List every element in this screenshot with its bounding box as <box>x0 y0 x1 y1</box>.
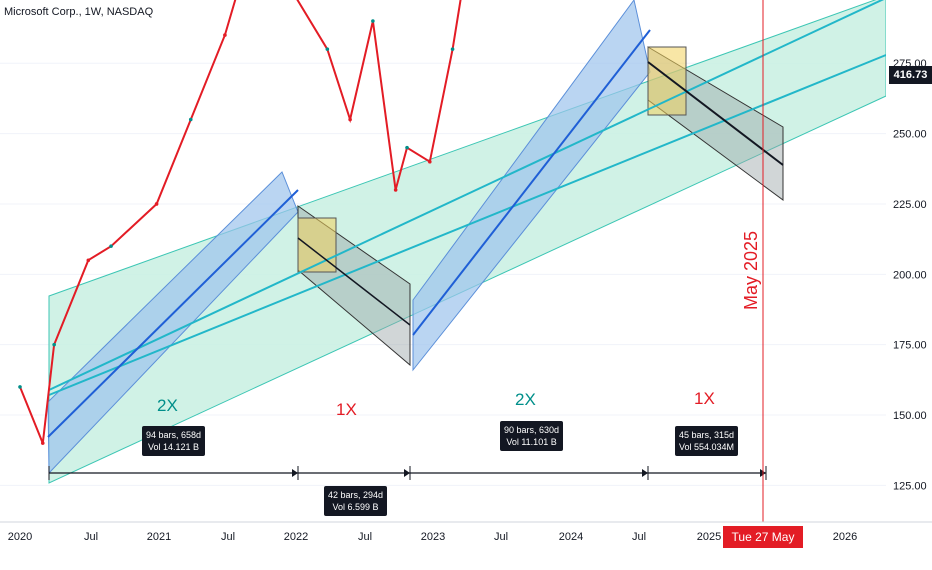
price-point <box>371 19 375 23</box>
current-price-badge: 416.73 <box>889 66 932 84</box>
trend-line <box>412 29 651 336</box>
y-tick-label: 250.00 <box>893 129 927 141</box>
price-point <box>18 385 22 389</box>
trend-line <box>647 61 784 166</box>
measure-vol: Vol 6.599 B <box>332 502 379 512</box>
price-point <box>40 441 45 445</box>
y-tick-label: 175.00 <box>893 340 927 352</box>
crosshair-date-badge: Tue 27 May '25 <box>723 526 803 566</box>
trend-line <box>47 189 299 438</box>
date-vline-label: May 2025 <box>741 231 761 310</box>
ratio-label: 2X <box>157 396 178 415</box>
measure-box: 94 bars, 658d Vol 14.121 B <box>142 426 206 456</box>
x-tick-label: Jul <box>221 531 235 543</box>
x-tick-label: Jul <box>494 531 508 543</box>
x-tick-label: 2025 <box>697 531 721 543</box>
measure-bars: 90 bars, 630d <box>504 425 560 435</box>
price-point <box>154 202 159 206</box>
channel-midline <box>48 0 885 391</box>
ratio-label: 1X <box>336 400 357 419</box>
measure-arrow <box>292 469 298 477</box>
x-tick-label: 2024 <box>559 531 583 543</box>
measure-vol: Vol 11.101 B <box>506 437 557 447</box>
trend-line <box>297 237 411 326</box>
price-point <box>428 159 432 164</box>
price-point <box>86 258 91 263</box>
price-point <box>450 47 455 51</box>
x-tick-label: 2026 <box>833 531 857 543</box>
measure-vol: Vol 554.034M <box>679 442 735 452</box>
measure-box: 42 bars, 294d Vol 6.599 B <box>324 486 388 516</box>
chart-title: Microsoft Corp., 1W, NASDAQ <box>4 6 154 18</box>
measure-bars: 45 bars, 315d <box>679 430 735 440</box>
price-point <box>393 188 398 192</box>
measure-arrow <box>404 469 410 477</box>
measure-box: 90 bars, 630d Vol 11.101 B <box>500 421 564 451</box>
x-tick-label: Jul <box>632 531 646 543</box>
x-tick-label: 2023 <box>421 531 445 543</box>
price-point <box>52 342 56 347</box>
x-tick-label: 2021 <box>147 531 171 543</box>
measure-bars: 42 bars, 294d <box>328 490 384 500</box>
price-chart: May 2025 125.00 150.00 175.00 200.00 225.00 25… <box>0 0 932 543</box>
measure-arrow <box>642 469 648 477</box>
measure-bars: 94 bars, 658d <box>146 430 202 440</box>
measure-vol: Vol 14.121 B <box>148 442 200 452</box>
ratio-label: 2X <box>515 390 536 409</box>
y-tick-label: 225.00 <box>893 199 927 211</box>
ratio-label: 1X <box>694 389 715 408</box>
measure-box: 45 bars, 315d Vol 554.034M <box>675 426 739 456</box>
channel-midline <box>48 54 887 396</box>
price-axis <box>886 0 932 522</box>
x-tick-label: 2020 <box>8 531 32 543</box>
x-tick-label: Jul <box>84 531 98 543</box>
price-point <box>188 117 193 122</box>
price-point <box>348 117 352 122</box>
price-line <box>19 0 462 444</box>
price-point <box>405 145 409 150</box>
price-point <box>223 33 227 37</box>
consolidation-box <box>647 46 687 116</box>
x-tick-label: Jul <box>358 531 372 543</box>
x-tick-label: 2022 <box>284 531 308 543</box>
y-tick-label: 150.00 <box>893 410 927 422</box>
price-point <box>325 47 330 51</box>
price-point <box>109 244 113 248</box>
y-tick-label: 200.00 <box>893 269 927 281</box>
y-tick-label: 125.00 <box>893 480 927 492</box>
